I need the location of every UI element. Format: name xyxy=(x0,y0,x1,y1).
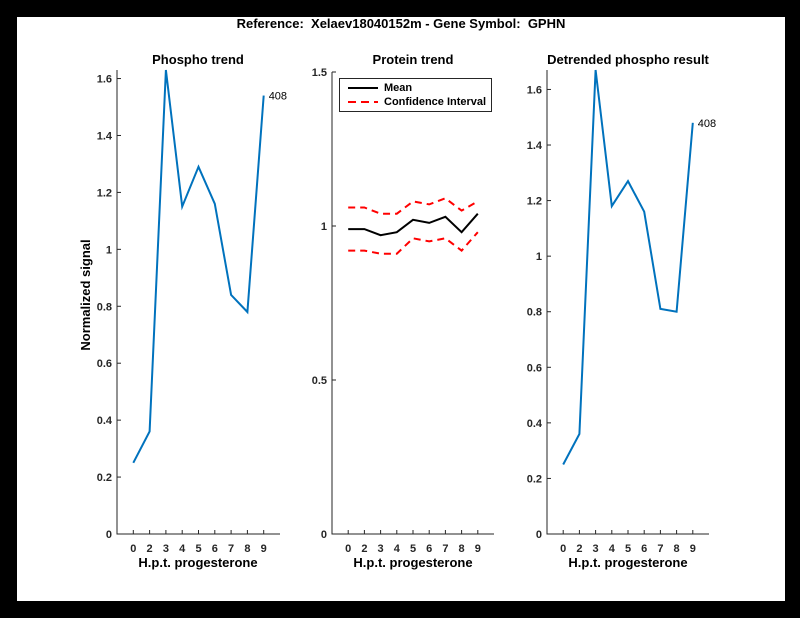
y-tick-label: 1 xyxy=(321,221,327,233)
x-tick-label: 0 xyxy=(560,543,566,555)
x-tick-label: 9 xyxy=(475,543,481,555)
x-tick-label: 3 xyxy=(593,543,599,555)
x-tick-label: 0 xyxy=(345,543,351,555)
figure-canvas xyxy=(17,17,785,601)
x-tick-label: 7 xyxy=(442,543,448,555)
y-tick-label: 1.4 xyxy=(527,140,543,152)
y-tick-label: 0.2 xyxy=(97,472,112,484)
y-tick-label: 0 xyxy=(106,529,112,541)
x-tick-label: 8 xyxy=(244,543,250,555)
x-tick-label: 5 xyxy=(195,543,201,555)
y-tick-label: 0.6 xyxy=(527,362,542,374)
x-tick-label: 8 xyxy=(674,543,680,555)
phospho-signal-line xyxy=(132,69,265,464)
plot1-x-axis-label: H.p.t. progesterone xyxy=(138,555,258,570)
legend-label-confidence-interval: Confidence Interval xyxy=(384,96,487,109)
y-tick-label: 1.6 xyxy=(527,84,542,96)
y-tick-label: 0.8 xyxy=(97,301,112,313)
y-tick-label: 0 xyxy=(321,529,327,541)
y-tick-label: 0 xyxy=(536,529,542,541)
x-tick-label: 5 xyxy=(625,543,631,555)
legend-label-mean: Mean xyxy=(384,81,413,94)
x-tick-label: 7 xyxy=(228,543,234,555)
y-tick-label: 0.2 xyxy=(527,473,542,485)
y-tick-label: 0.4 xyxy=(527,418,543,430)
x-tick-label: 6 xyxy=(426,543,432,555)
x-tick-label: 4 xyxy=(609,543,616,555)
endpoint-annotation: 408 xyxy=(269,91,287,103)
x-tick-label: 0 xyxy=(130,543,136,555)
x-tick-label: 8 xyxy=(459,543,465,555)
x-tick-label: 2 xyxy=(576,543,582,555)
x-tick-label: 9 xyxy=(261,543,267,555)
plot3-x-axis-label: H.p.t. progesterone xyxy=(568,555,688,570)
y-tick-label: 1 xyxy=(106,244,112,256)
x-tick-label: 3 xyxy=(378,543,384,555)
y-tick-label: 0.8 xyxy=(527,307,542,319)
y-tick-label: 1.2 xyxy=(97,187,112,199)
plot2-title: Protein trend xyxy=(372,52,454,67)
x-tick-label: 4 xyxy=(394,543,401,555)
protein-mean-line xyxy=(348,213,479,237)
y-tick-label: 0.4 xyxy=(97,415,113,427)
figure-title: Reference: Xelaev18040152m - Gene Symbol… xyxy=(236,16,566,31)
y-tick-label: 1 xyxy=(536,251,542,263)
plot2-x-axis-label: H.p.t. progesterone xyxy=(353,555,473,570)
detrended-phospho-line xyxy=(562,69,694,465)
x-tick-label: 3 xyxy=(163,543,169,555)
legend-entry-confidence-interval: Confidence Interval xyxy=(340,96,491,108)
x-tick-label: 2 xyxy=(361,543,367,555)
plot1-title: Phospho trend xyxy=(152,52,244,67)
legend-box: Mean Confidence Interval xyxy=(339,78,492,112)
legend-entry-mean: Mean xyxy=(340,82,491,94)
y-tick-label: 1.5 xyxy=(312,67,327,79)
confidence-interval-swatch xyxy=(348,101,378,104)
x-tick-label: 9 xyxy=(690,543,696,555)
ci-lower-line xyxy=(348,231,479,255)
plot3-title: Detrended phospho result xyxy=(547,52,709,67)
x-tick-label: 4 xyxy=(179,543,186,555)
x-tick-label: 2 xyxy=(147,543,153,555)
mean-line-swatch xyxy=(348,86,378,89)
y-tick-label: 0.5 xyxy=(312,375,327,387)
x-tick-label: 5 xyxy=(410,543,416,555)
x-tick-label: 6 xyxy=(212,543,218,555)
ci-upper-line xyxy=(348,197,479,215)
endpoint-annotation: 408 xyxy=(698,118,716,130)
x-tick-label: 7 xyxy=(657,543,663,555)
y-tick-label: 1.4 xyxy=(97,130,113,142)
y-tick-label: 0.6 xyxy=(97,358,112,370)
x-tick-label: 6 xyxy=(641,543,647,555)
y-tick-label: 1.2 xyxy=(527,196,542,208)
y-tick-label: 1.6 xyxy=(97,74,112,86)
